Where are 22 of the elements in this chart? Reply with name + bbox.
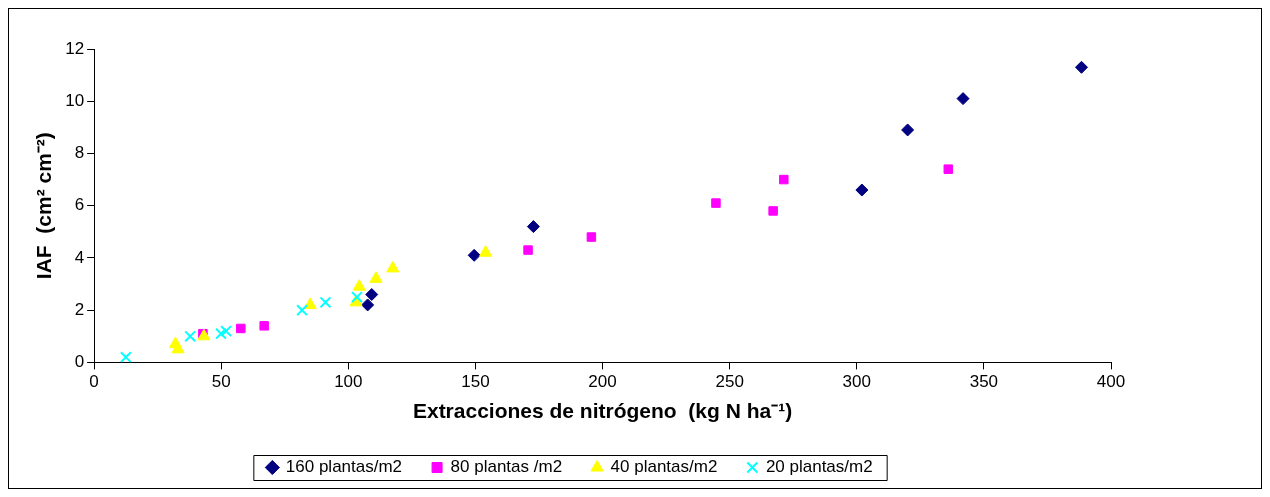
x-tick-label: 50 [211,372,231,392]
y-tick-label: 0 [74,352,85,372]
x-tick-label: 250 [715,372,744,392]
legend-label: 80 plantas /m2 [450,457,563,477]
legend-label: 40 plantas/m2 [610,457,718,477]
x-tick-label: 200 [588,372,617,392]
legend-label: 160 plantas/m2 [285,457,403,477]
x-tick-label: 150 [461,372,490,392]
y-tick-label: 10 [65,90,85,110]
y-tick-label: 6 [74,195,85,215]
y-tick-label: 4 [74,247,85,267]
x-tick-label: 100 [334,372,363,392]
x-axis-title: Extracciones de nitrógeno (kg N ha⁻¹) [412,399,793,423]
legend-label: 20 plantas/m2 [765,457,873,477]
y-axis-title: IAF (cm² cm⁻²) [32,132,56,280]
y-tick-label: 8 [74,143,85,163]
x-tick-label: 300 [842,372,871,392]
x-tick-label: 350 [969,372,999,392]
y-tick-label: 12 [65,38,85,58]
x-tick-label: 0 [89,372,99,392]
y-tick-label: 2 [74,299,85,319]
x-tick-label: 400 [1096,372,1126,392]
